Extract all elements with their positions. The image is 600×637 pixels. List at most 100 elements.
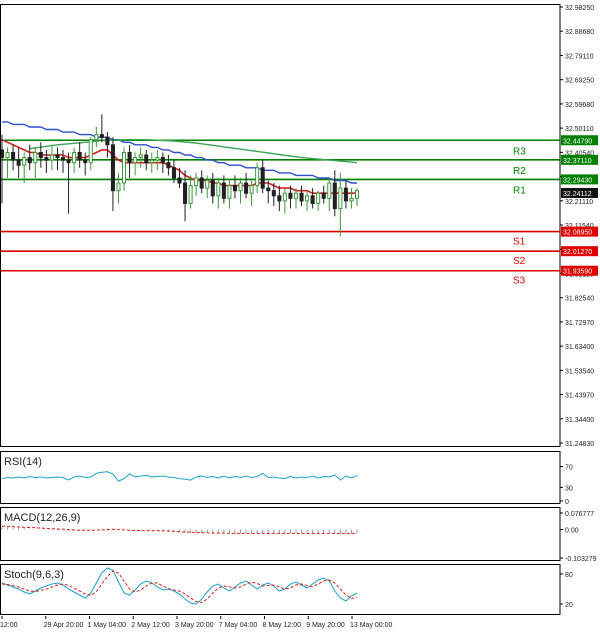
candle bbox=[266, 180, 271, 204]
candle bbox=[343, 180, 348, 209]
candle bbox=[77, 142, 82, 168]
candle-body bbox=[227, 185, 232, 199]
candle-body bbox=[183, 182, 188, 204]
candle bbox=[194, 172, 199, 196]
price-tick-label: 31.53540 bbox=[565, 368, 594, 375]
candle bbox=[38, 142, 43, 168]
candle-body bbox=[72, 151, 77, 164]
candle-body bbox=[244, 182, 249, 194]
level-name-r3: R3 bbox=[513, 146, 526, 157]
candle bbox=[338, 172, 343, 237]
panel-frame bbox=[0, 507, 561, 561]
stoch-tick-label: 20 bbox=[565, 602, 573, 609]
candle-body bbox=[99, 134, 104, 138]
panel-frame bbox=[0, 564, 561, 615]
candle-body bbox=[177, 177, 182, 184]
candle bbox=[105, 132, 110, 158]
candle bbox=[205, 175, 210, 199]
time-tick-label: 29 Apr 20:00 bbox=[44, 622, 84, 629]
candle-body bbox=[321, 192, 326, 199]
macd-title: MACD(12,26,9) bbox=[4, 512, 80, 524]
candle-body bbox=[166, 162, 171, 169]
price-tick-label: 31.82540 bbox=[565, 296, 594, 303]
candle bbox=[138, 147, 143, 168]
price-tick-label: 31.63400 bbox=[565, 344, 594, 351]
candle-body bbox=[5, 151, 10, 159]
level-name-s1: S1 bbox=[513, 237, 526, 248]
current-price-tag bbox=[561, 187, 598, 198]
time-tick-label: 3 May 20:00 bbox=[175, 622, 214, 629]
price-tick-label: 32.11540 bbox=[565, 223, 594, 230]
candle bbox=[310, 188, 315, 209]
candle bbox=[88, 137, 93, 171]
candle bbox=[5, 147, 10, 178]
stoch-tick-label: 80 bbox=[565, 572, 573, 579]
candle-body bbox=[171, 167, 176, 179]
candle-body bbox=[188, 185, 193, 204]
candle bbox=[33, 147, 38, 178]
macd-panel: MACD(12,26,9) 0.076777 0.00 -0.103279 bbox=[1, 511, 597, 563]
level-price-label-s3: 31.93590 bbox=[563, 269, 592, 276]
candle bbox=[255, 162, 260, 194]
candle-body bbox=[305, 195, 310, 202]
price-tick-label: 32.88680 bbox=[565, 29, 594, 36]
candle bbox=[144, 149, 149, 171]
price-tick-label: 31.43970 bbox=[565, 393, 594, 400]
candle-body bbox=[55, 154, 60, 159]
candle bbox=[27, 144, 32, 171]
candle bbox=[282, 188, 287, 214]
candle-body bbox=[149, 159, 154, 164]
candle-body bbox=[316, 192, 321, 204]
candle-body bbox=[266, 187, 271, 192]
panel-frame bbox=[0, 451, 561, 504]
candle-body bbox=[22, 157, 27, 166]
candle-body bbox=[288, 192, 293, 199]
candle-body bbox=[127, 151, 132, 164]
candle-body bbox=[199, 177, 204, 189]
candle-body bbox=[138, 154, 143, 159]
candle-body bbox=[338, 187, 343, 210]
rsi-tick-label: 70 bbox=[565, 465, 573, 472]
candle bbox=[305, 190, 310, 212]
candle bbox=[271, 183, 276, 206]
level-name-r1: R1 bbox=[513, 185, 526, 196]
macd-tick-label: 0.076777 bbox=[565, 511, 594, 518]
rsi-osc-line bbox=[1, 471, 358, 482]
pivot-levels: R3 32.44790 R2 32.37110 R1 32.29430 S1 32.08950… bbox=[0, 135, 598, 287]
level-price-tag-s3 bbox=[561, 265, 598, 276]
candle-body bbox=[94, 134, 99, 141]
candle bbox=[260, 160, 265, 194]
current-price-marker: 32.24112 bbox=[561, 187, 598, 198]
price-tick-label: 31.72970 bbox=[565, 320, 594, 327]
candle bbox=[232, 175, 237, 199]
candle bbox=[216, 177, 221, 209]
candle bbox=[149, 152, 154, 173]
level-price-label-s2: 32.01270 bbox=[563, 249, 592, 256]
rsi-tick-label: 0 bbox=[565, 499, 569, 506]
time-tick-label: 13 May 00:00 bbox=[350, 622, 393, 629]
level-name-r2: R2 bbox=[513, 166, 526, 177]
time-tick-label: 7 May 04:00 bbox=[219, 622, 258, 629]
candle-body bbox=[16, 159, 21, 166]
candle bbox=[11, 144, 16, 171]
candle-body bbox=[354, 190, 360, 199]
candle-body bbox=[277, 195, 282, 202]
candle-body bbox=[38, 151, 43, 159]
candle bbox=[49, 144, 54, 171]
price-tick-label: 32.79110 bbox=[565, 53, 594, 60]
candle bbox=[199, 170, 204, 194]
candle bbox=[55, 147, 60, 171]
level-price-tag-s1 bbox=[561, 226, 598, 237]
level-price-label-r3: 32.44790 bbox=[563, 138, 592, 145]
candle bbox=[321, 185, 326, 204]
candle bbox=[83, 152, 88, 176]
time-tick-label: 8 May 12:00 bbox=[263, 622, 302, 629]
level-price-tag-r3 bbox=[561, 135, 598, 146]
rsi-title: RSI(14) bbox=[4, 456, 42, 468]
time-tick-label: 2 May 12:00 bbox=[131, 622, 170, 629]
candle-body bbox=[144, 154, 149, 164]
price-tick-label: 32.50110 bbox=[565, 126, 594, 133]
candle-body bbox=[49, 154, 54, 161]
candle bbox=[94, 126, 99, 148]
